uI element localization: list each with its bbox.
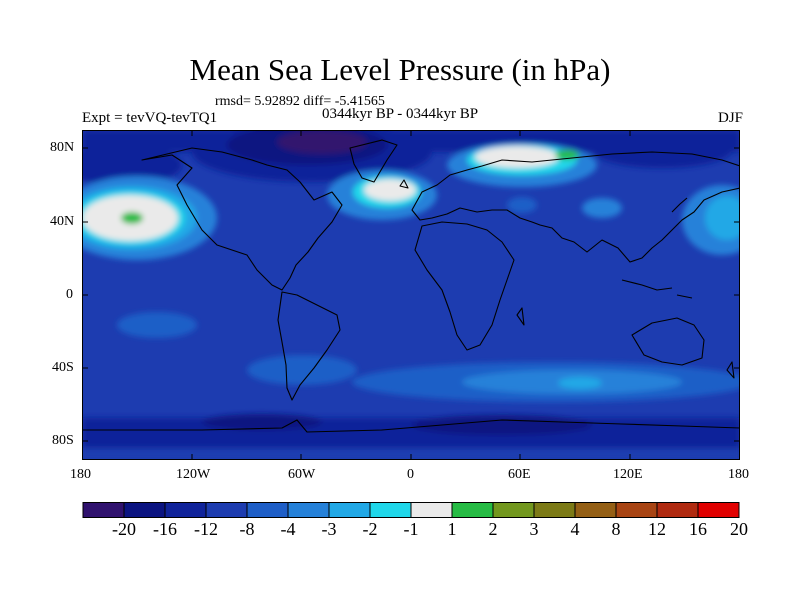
arctic-canada-deep — [277, 130, 367, 154]
lon-label-60e: 60E — [508, 467, 531, 482]
antarctic-dark-east — [412, 415, 592, 435]
barents-white — [475, 146, 559, 168]
west-pacific-inner — [705, 196, 740, 240]
colorbar-label: -1 — [403, 519, 419, 539]
colorbar-label: -3 — [321, 519, 337, 539]
pressure-field — [82, 130, 740, 460]
colorbar-label: 12 — [648, 519, 666, 539]
map-panel — [82, 130, 740, 460]
antarctica-outline — [82, 419, 740, 433]
continents — [82, 139, 740, 433]
lat-label-80n: 80N — [50, 140, 75, 155]
lon-label-60w: 60W — [288, 467, 316, 482]
colorbar-box — [369, 502, 412, 518]
asia-patch — [507, 197, 537, 213]
colorbar-box — [205, 502, 248, 518]
australia-outline — [631, 317, 705, 366]
colorbar-box — [533, 502, 576, 518]
lat-label-40n: 40N — [50, 214, 75, 229]
antarctic-band — [82, 418, 740, 448]
lat-ticks — [82, 147, 740, 442]
colorbar-box — [697, 502, 740, 518]
lon-label-0: 0 — [407, 467, 414, 482]
colorbar — [82, 502, 740, 518]
eurasia-outline — [411, 151, 740, 263]
colorbar-box — [615, 502, 658, 518]
chart-title: Mean Sea Level Pressure (in hPa) — [189, 52, 611, 87]
colorbar-box — [82, 502, 125, 518]
colorbar-label: -16 — [153, 519, 177, 539]
new-zealand-outline — [726, 361, 735, 379]
africa-outline — [414, 221, 515, 351]
colorbar-label: 1 — [447, 519, 457, 539]
colorbar-box — [451, 502, 494, 518]
colorbar-box — [164, 502, 207, 518]
colorbar-label: 20 — [730, 519, 748, 539]
lon-label-120w: 120W — [176, 467, 211, 482]
indonesia-outline — [621, 279, 693, 299]
siberia-low — [592, 132, 732, 168]
lon-label-180-west: 180 — [70, 467, 91, 482]
period-label: 0344kyr BP - 0344kyr BP — [322, 106, 479, 122]
lon-ticks — [191, 130, 631, 460]
colorbar-label: 4 — [570, 519, 580, 539]
lat-label-40s: 40S — [52, 360, 74, 375]
lon-label-120e: 120E — [613, 467, 643, 482]
colorbar-label: 16 — [689, 519, 707, 539]
colorbar-label: 8 — [611, 519, 621, 539]
lon-label-180-east: 180 — [728, 467, 749, 482]
colorbar-box — [492, 502, 535, 518]
colorbar-label: -12 — [194, 519, 218, 539]
colorbar-box — [328, 502, 371, 518]
north-america-outline — [141, 147, 343, 291]
lat-label-80s: 80S — [52, 433, 74, 448]
madagascar-outline — [516, 307, 525, 326]
colorbar-box — [246, 502, 289, 518]
japan-outline — [671, 197, 688, 213]
colorbar-label: -20 — [112, 519, 136, 539]
southern-ocean-patch — [558, 377, 602, 389]
colorbar-box — [287, 502, 330, 518]
colorbar-label: -8 — [239, 519, 255, 539]
africa-patch — [582, 198, 622, 218]
colorbar-label: 3 — [529, 519, 539, 539]
colorbar-label: -2 — [362, 519, 378, 539]
uk-outline — [399, 179, 409, 189]
stats-text: rmsd= 5.92892 diff= -5.41565 — [215, 94, 385, 109]
colorbar-label: 2 — [488, 519, 498, 539]
north-pacific-core — [121, 212, 143, 224]
colorbar-box — [656, 502, 699, 518]
greenland-outline — [349, 139, 398, 183]
south-pacific-patch — [117, 312, 197, 338]
south-america-outline — [277, 291, 341, 401]
lat-label-0: 0 — [66, 287, 73, 302]
south-atlantic-patch — [247, 355, 357, 385]
antarctic-dark-west — [202, 414, 322, 430]
colorbar-label: -4 — [280, 519, 296, 539]
season-label: DJF — [717, 110, 743, 126]
colorbar-box — [574, 502, 617, 518]
pacific-north-low — [82, 145, 182, 185]
north-atlantic-white — [364, 179, 416, 201]
colorbar-box — [410, 502, 453, 518]
experiment-label: Expt = tevVQ-tevTQ1 — [82, 110, 218, 126]
colorbar-box — [123, 502, 166, 518]
